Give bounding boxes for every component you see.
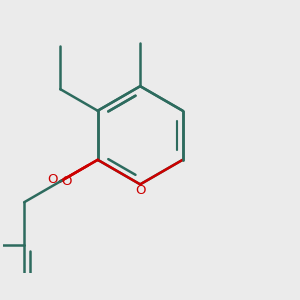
Text: O: O	[135, 184, 146, 197]
Text: O: O	[61, 176, 72, 188]
Text: O: O	[47, 173, 58, 186]
